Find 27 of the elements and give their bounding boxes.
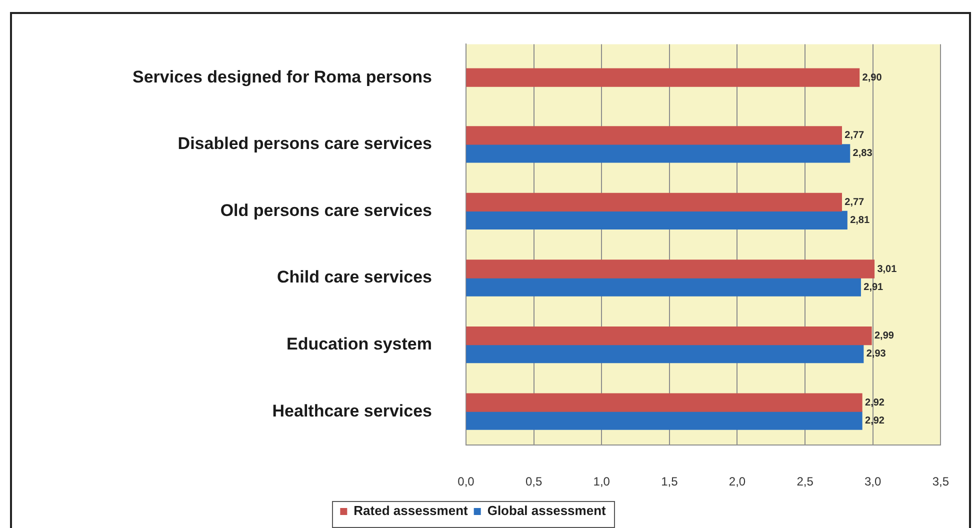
y-tick-label: Child care services	[277, 268, 432, 287]
y-tick-label: Old persons care services	[220, 200, 432, 220]
data-label: 2,99	[874, 330, 894, 342]
x-tick-label: 0,5	[525, 474, 542, 489]
x-tick-label: 3,0	[864, 474, 882, 489]
legend-label: Rated assessment	[354, 503, 469, 518]
x-tick-label: 3,5	[932, 474, 950, 489]
x-tick-label: 1,0	[593, 474, 610, 489]
y-tick-label: Education system	[286, 334, 432, 354]
x-tick-label: 2,0	[728, 474, 746, 489]
y-tick-label: Services designed for Roma persons	[132, 67, 432, 86]
data-label: 2,93	[866, 348, 886, 360]
data-label: 2,81	[850, 214, 870, 226]
data-label: 2,91	[864, 282, 884, 293]
legend-label: Global assessment	[487, 503, 607, 518]
data-label: 2,92	[865, 397, 885, 408]
x-tick-label: 0,0	[458, 474, 475, 489]
y-tick-label: Healthcare services	[272, 401, 432, 420]
data-label: 2,77	[844, 130, 865, 142]
x-tick-label: 1,5	[661, 474, 678, 489]
data-label: 2,92	[865, 415, 885, 426]
data-label: 2,83	[852, 148, 873, 160]
data-label: 3,01	[877, 264, 898, 275]
y-tick-label: Disabled persons care services	[178, 134, 432, 154]
x-tick-label: 2,5	[796, 474, 814, 489]
data-label: 2,90	[862, 72, 882, 84]
data-label: 2,77	[844, 196, 865, 208]
